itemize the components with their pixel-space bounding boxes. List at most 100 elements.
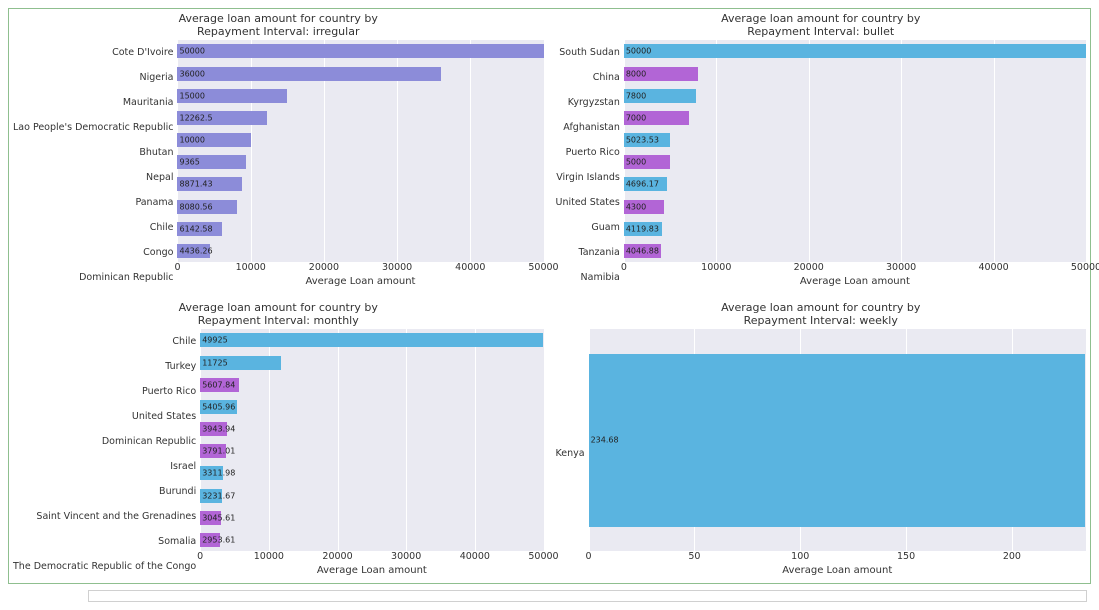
- bars: 49925117255607.845405.963943.943791.0133…: [200, 329, 543, 551]
- x-tick-label: 200: [1003, 551, 1021, 562]
- chart-area: Cote D'IvoireNigeriaMauritaniaLao People…: [13, 40, 544, 290]
- bar-value-label: 3943.94: [202, 425, 235, 434]
- y-tick-label: Afghanistan: [556, 123, 620, 133]
- bar-value-label: 4300: [626, 202, 646, 211]
- x-axis-label: Average Loan amount: [305, 276, 415, 287]
- plot-area: 49925117255607.845405.963943.943791.0133…: [200, 329, 543, 551]
- bar-value-label: 10000: [179, 136, 204, 145]
- bar-row: 7000: [624, 111, 1086, 125]
- x-tick-label: 100: [791, 551, 809, 562]
- bar-row: 5023.53: [624, 133, 1086, 147]
- bar-row: 12262.5: [177, 111, 543, 125]
- bar-row: 50000: [624, 44, 1086, 58]
- x-axis: 050100150200Average Loan amount: [589, 551, 1086, 579]
- y-tick-label: Nepal: [13, 173, 173, 183]
- chart-grid: Average loan amount for country by Repay…: [8, 8, 1091, 584]
- bar-value-label: 50000: [626, 47, 651, 56]
- x-tick-label: 0: [174, 262, 180, 273]
- bar-row: 5607.84: [200, 378, 543, 392]
- x-axis: 01000020000300004000050000Average Loan a…: [200, 551, 543, 579]
- bar-value-label: 50000: [179, 47, 204, 56]
- y-tick-label: Virgin Islands: [556, 173, 620, 183]
- y-tick-label: Chile: [13, 223, 173, 233]
- y-tick-label: The Democratic Republic of the Congo: [13, 562, 196, 572]
- y-tick-label: Panama: [13, 198, 173, 208]
- panel-title: Average loan amount for country by Repay…: [13, 13, 544, 38]
- x-tick-label: 10000: [701, 262, 731, 273]
- x-tick-label: 20000: [794, 262, 824, 273]
- y-tick-label: Israel: [13, 462, 196, 472]
- bar-value-label: 3311.98: [202, 469, 235, 478]
- y-tick-label: Kyrgyzstan: [556, 98, 620, 108]
- x-tick-label: 10000: [236, 262, 266, 273]
- x-tick-label: 0: [586, 551, 592, 562]
- x-axis: 01000020000300004000050000Average Loan a…: [624, 262, 1086, 290]
- y-tick-label: Bhutan: [13, 148, 173, 158]
- plot-area: 234.68: [589, 329, 1086, 551]
- bar: [200, 333, 543, 347]
- y-axis-labels: Kenya: [556, 329, 589, 579]
- bar-row: 4436.26: [177, 244, 543, 258]
- bar-value-label: 7800: [626, 91, 646, 100]
- y-tick-label: Dominican Republic: [13, 273, 173, 283]
- bar-value-label: 4046.88: [626, 246, 659, 255]
- bar-row: 3231.67: [200, 489, 543, 503]
- bar-value-label: 8871.43: [179, 180, 212, 189]
- bar-value-label: 5405.96: [202, 402, 235, 411]
- bar-row: 36000: [177, 67, 543, 81]
- panel-title: Average loan amount for country by Repay…: [556, 302, 1087, 327]
- y-tick-label: Puerto Rico: [13, 387, 196, 397]
- y-tick-label: China: [556, 73, 620, 83]
- chart-panel-bullet: Average loan amount for country by Repay…: [556, 13, 1087, 290]
- bar-value-label: 3791.01: [202, 447, 235, 456]
- bar-row: 234.68: [589, 354, 1086, 527]
- y-tick-label: Saint Vincent and the Grenadines: [13, 512, 196, 522]
- bar-value-label: 5023.53: [626, 136, 659, 145]
- bar-row: 15000: [177, 89, 543, 103]
- y-tick-label: Chile: [13, 337, 196, 347]
- x-tick-label: 30000: [886, 262, 916, 273]
- y-tick-label: Turkey: [13, 362, 196, 372]
- x-tick-label: 50000: [528, 551, 558, 562]
- bar-row: 6142.58: [177, 222, 543, 236]
- bar-value-label: 3045.61: [202, 513, 235, 522]
- plot-area: 50000 36000 15000 12262.5 10000 9365 8871.43 80…: [177, 40, 543, 262]
- bar-value-label: 11725: [202, 358, 227, 367]
- y-axis-labels: Cote D'IvoireNigeriaMauritaniaLao People…: [13, 40, 177, 290]
- y-tick-label: Nigeria: [13, 73, 173, 83]
- plot-area: 50000 8000 7800 7000 5023.53 5000 4696.17 4300 4…: [624, 40, 1086, 262]
- bar-row: 2953.61: [200, 533, 543, 547]
- x-axis-label: Average Loan amount: [782, 565, 892, 576]
- bar-value-label: 5000: [626, 158, 646, 167]
- bar-value-label: 8080.56: [179, 202, 212, 211]
- x-tick-label: 20000: [309, 262, 339, 273]
- bar-value-label: 2953.61: [202, 535, 235, 544]
- y-tick-label: Namibia: [556, 273, 620, 283]
- bar-value-label: 9365: [179, 158, 199, 167]
- bar-row: 4696.17: [624, 177, 1086, 191]
- y-tick-label: Tanzania: [556, 248, 620, 258]
- bar: [177, 67, 441, 81]
- bar-row: 50000: [177, 44, 543, 58]
- bar-row: 4046.88: [624, 244, 1086, 258]
- bar-value-label: 8000: [626, 69, 646, 78]
- bar-value-label: 234.68: [591, 436, 619, 445]
- x-tick-label: 30000: [382, 262, 412, 273]
- bar-row: 7800: [624, 89, 1086, 103]
- x-tick-label: 40000: [455, 262, 485, 273]
- bar-value-label: 15000: [179, 91, 204, 100]
- bar-value-label: 12262.5: [179, 113, 212, 122]
- bar-row: 5405.96: [200, 400, 543, 414]
- x-tick-label: 50000: [528, 262, 558, 273]
- bar-value-label: 5607.84: [202, 380, 235, 389]
- y-tick-label: South Sudan: [556, 48, 620, 58]
- chart-area: ChileTurkeyPuerto RicoUnited StatesDomin…: [13, 329, 544, 579]
- bar-value-label: 4436.26: [179, 246, 212, 255]
- y-tick-label: Burundi: [13, 487, 196, 497]
- x-tick-label: 0: [197, 551, 203, 562]
- y-tick-label: United States: [13, 412, 196, 422]
- y-tick-label: Guam: [556, 223, 620, 233]
- x-tick-label: 150: [897, 551, 915, 562]
- bar-row: 8871.43: [177, 177, 543, 191]
- bar-row: 4119.83: [624, 222, 1086, 236]
